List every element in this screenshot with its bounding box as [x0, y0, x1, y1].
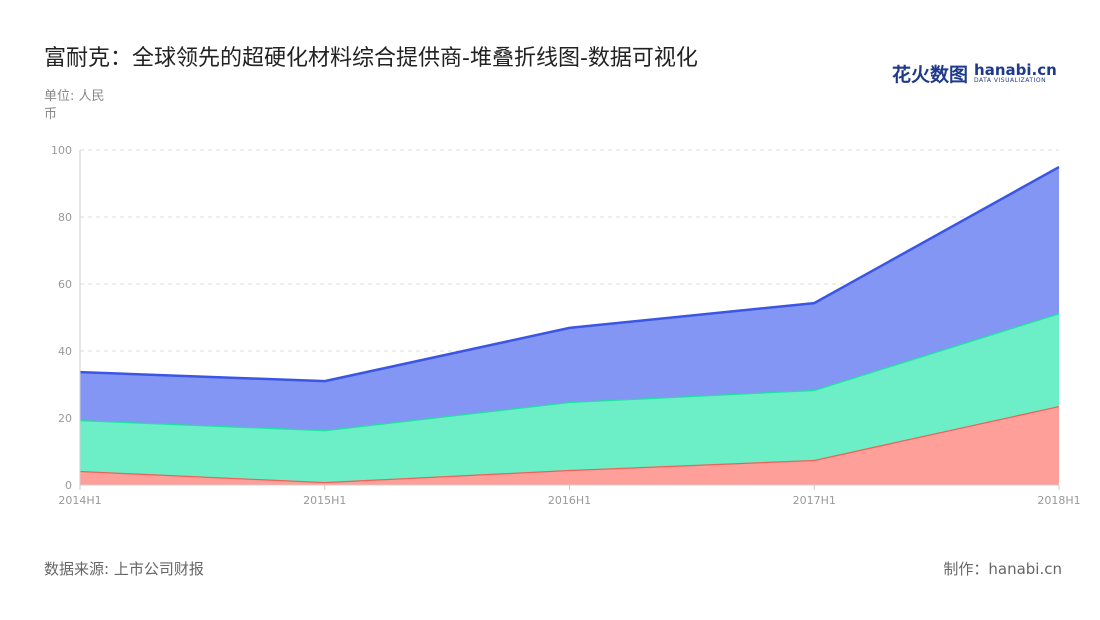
y-tick-label: 0 [65, 479, 72, 492]
y-tick-label: 20 [58, 412, 72, 425]
logo-sub: DATA VISUALIZATION [974, 77, 1047, 84]
logo-cn: 花火数图 [892, 64, 969, 86]
y-tick-label: 80 [58, 211, 72, 224]
area-series-2 [80, 167, 1059, 431]
y-tick-label: 40 [58, 345, 72, 358]
unit-label: 单位: 人民币 [44, 89, 105, 122]
x-tick-label: 2018H1 [1037, 494, 1080, 507]
area-series-1 [80, 313, 1059, 482]
area-series-0 [80, 405, 1059, 485]
x-tick-label: 2017H1 [793, 494, 836, 507]
y-tick-label: 100 [51, 144, 72, 157]
line-series-2 [79, 165, 1060, 383]
y-tick-label: 60 [58, 278, 72, 291]
logo-en: hanabi.cn [974, 61, 1057, 79]
x-tick-label: 2015H1 [303, 494, 346, 507]
data-source: 数据来源: 上市公司财报 [44, 560, 204, 578]
credit: 制作：hanabi.cn [943, 560, 1062, 578]
chart-title: 富耐克：全球领先的超硬化材料综合提供商-堆叠折线图-数据可视化 [44, 46, 698, 71]
x-tick-label: 2016H1 [548, 494, 591, 507]
logo: 花火数图 hanabi.cn DATA VISUALIZATION [892, 60, 1057, 87]
x-tick-label: 2014H1 [58, 494, 101, 507]
logo-en-block: hanabi.cn DATA VISUALIZATION [974, 63, 1057, 84]
